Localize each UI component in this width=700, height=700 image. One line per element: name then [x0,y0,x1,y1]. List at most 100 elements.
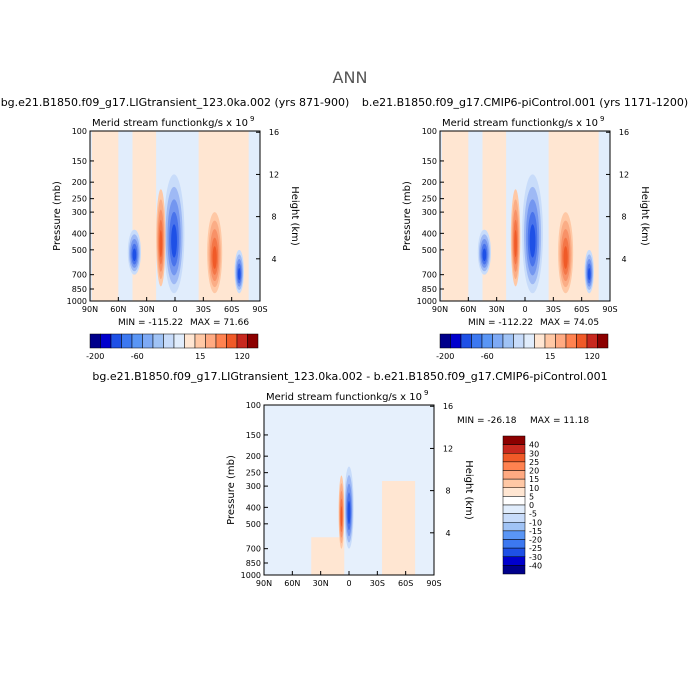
right-tick-label: 16 [443,402,453,411]
max-label: MAX = 71.66 [190,318,249,328]
colorbar-label: 40 [529,441,539,450]
colorbar-label: -30 [529,553,542,562]
colorbar-swatch [205,333,217,349]
case-label: bg.e21.B1850.f09_g17.LIGtransient_123.0k… [92,370,607,383]
plot-title: Merid stream function [92,118,202,129]
colorbar-swatch [247,333,259,349]
plot-area [440,131,610,301]
x-tick-label: 60S [224,305,239,314]
x-tick-label: 90S [602,305,617,314]
y-tick-label: 500 [246,520,261,529]
y-tick-label: 700 [72,271,87,280]
colorbar-label: -60 [481,352,494,361]
x-tick-label: 30S [370,579,385,588]
colorbar-swatch [502,478,526,488]
colorbar-swatch [502,444,526,454]
colorbar-swatch [502,453,526,463]
colorbar-label: -20 [529,536,542,545]
case-label: bg.e21.B1850.f09_g17.LIGtransient_123.0k… [1,96,350,109]
negative-cell [237,268,241,281]
colorbar-swatch [121,333,133,349]
x-tick-label: 30N [313,579,329,588]
negative-cell [482,248,487,262]
colorbar-swatch [502,530,526,540]
units-exponent: 9 [424,389,428,397]
y-tick-label: 200 [422,178,437,187]
units-exponent: 9 [600,115,604,123]
right-tick-label: 4 [271,255,276,264]
colorbar-swatch [152,333,164,349]
y-axis-label: Pressure (mb) [402,181,413,251]
colorbar-swatch [481,333,493,349]
colorbar-label: 5 [529,492,534,501]
x-tick-label: 0 [172,305,177,314]
units-label: kg/s x 10 [552,118,598,129]
colorbar-swatch [163,333,175,349]
colorbar-swatch [184,333,196,349]
units-exponent: 9 [250,115,254,123]
colorbar-label: 120 [235,352,250,361]
panel-top-right: b.e21.B1850.f09_g17.CMIP6-piControl.001 … [362,96,688,361]
right-tick-label: 8 [621,213,626,222]
y-tick-label: 300 [246,482,261,491]
colorbar-swatch [100,333,112,349]
y-axis-label: Pressure (mb) [52,181,63,251]
y-tick-label: 250 [72,195,87,204]
colorbar-swatch [555,333,567,349]
weak-positive-band [382,481,416,575]
colorbar-label: 25 [529,458,539,467]
x-tick-label: 0 [522,305,527,314]
colorbar-swatch [471,333,483,349]
colorbar-label: -40 [529,561,542,570]
colorbar-label: 10 [529,484,539,493]
colorbar-swatch [502,539,526,549]
min-label: MIN = -112.22 [468,318,533,328]
y-tick-label: 300 [72,208,87,217]
x-tick-label: 30S [546,305,561,314]
colorbar-swatch [173,333,185,349]
min-label: MIN = -26.18 [457,416,517,426]
y-axis-label: Pressure (mb) [226,455,237,525]
colorbar-swatch [523,333,535,349]
colorbar-swatch [513,333,525,349]
colorbar-label: -10 [529,518,542,527]
colorbar-swatch [597,333,609,349]
y-tick-label: 850 [72,285,87,294]
positive-cell [514,230,517,258]
x-tick-label: 30N [139,305,155,314]
colorbar-swatch [502,522,526,532]
colorbar-label: -200 [436,352,454,361]
y-tick-label: 150 [422,157,437,166]
units-label: kg/s x 10 [202,118,248,129]
colorbar-swatch [89,333,101,349]
colorbar-label: 30 [529,449,539,458]
colorbar-swatch [142,333,154,349]
x-tick-label: 60S [574,305,589,314]
colorbar-label: -15 [529,527,542,536]
x-tick-label: 60N [460,305,476,314]
x-tick-label: 90S [252,305,267,314]
colorbar-label: 0 [529,501,534,510]
colorbar-swatch [565,333,577,349]
colorbar-swatch [534,333,546,349]
panel-bottom: bg.e21.B1850.f09_g17.LIGtransient_123.0k… [92,370,607,588]
panels: bg.e21.B1850.f09_g17.LIGtransient_123.0k… [1,96,688,588]
negative-cell [171,224,177,258]
y-tick-label: 700 [246,545,261,554]
plot-area [90,131,260,301]
x-tick-label: 60N [110,305,126,314]
positive-cell [340,506,343,527]
y-tick-label: 150 [72,157,87,166]
y-tick-label: 200 [72,178,87,187]
right-tick-label: 16 [619,128,629,137]
colorbar-swatch [502,565,526,575]
colorbar-label: -60 [131,352,144,361]
y-tick-label: 1000 [417,297,437,306]
colorbar-swatch [502,556,526,566]
colorbar-swatch [110,333,122,349]
y-tick-label: 100 [72,127,87,136]
y-tick-label: 250 [422,195,437,204]
x-tick-label: 30N [489,305,505,314]
min-label: MIN = -115.22 [118,318,183,328]
colorbar-swatch [460,333,472,349]
